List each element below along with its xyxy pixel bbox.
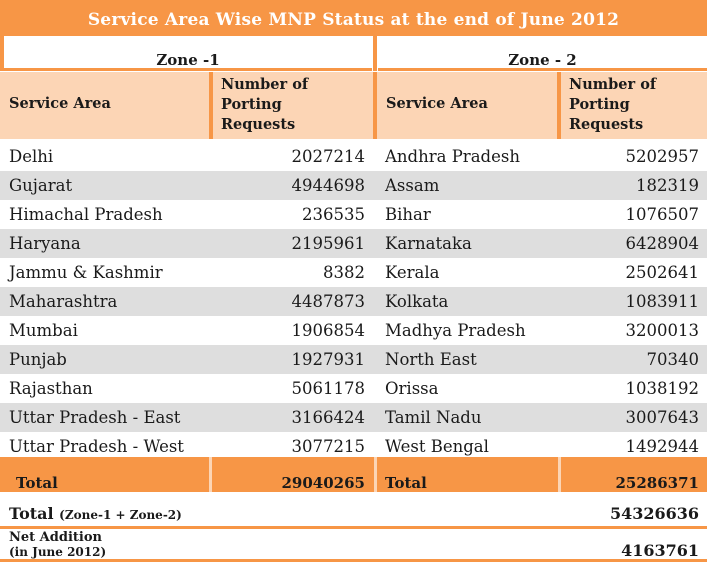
col-header-porting-z2: Number of Porting Requests <box>569 76 657 133</box>
zone2-service-area: Bihar <box>385 205 431 224</box>
zone2-total-label: Total <box>385 474 427 492</box>
zone2-service-area: Madhya Pradesh <box>385 321 526 340</box>
zone2-service-area: Karnataka <box>385 234 472 253</box>
zone1-porting-requests: 4487873 <box>291 292 366 311</box>
zone2-service-area: Assam <box>385 176 440 195</box>
grand-total-value: 54326636 <box>609 504 699 523</box>
left-border <box>0 36 4 71</box>
zone-divider <box>373 36 377 71</box>
zone2-porting-requests: 70340 <box>646 350 700 369</box>
table-row: Gujarat 4944698 Assam 182319 <box>0 171 707 200</box>
zone1-service-area: Uttar Pradesh - East <box>9 408 181 427</box>
zone1-total-value: 29040265 <box>281 474 366 492</box>
table-row: Delhi 2027214 Andhra Pradesh 5202957 <box>0 142 707 171</box>
zone1-header: Zone -1 <box>4 36 372 71</box>
table-row: Rajasthan 5061178 Orissa 1038192 <box>0 374 707 403</box>
zone1-porting-requests: 1906854 <box>291 321 366 340</box>
total-divider <box>374 457 377 492</box>
zone1-total-label: Total <box>16 474 58 492</box>
zone-header-row: Zone -1 Zone - 2 <box>0 36 707 71</box>
zone2-service-area: North East <box>385 350 477 369</box>
table-row: Himachal Pradesh 236535 Bihar 1076507 <box>0 200 707 229</box>
zone2-service-area: Kolkata <box>385 292 449 311</box>
col-header-service-area-z2: Service Area <box>386 95 488 112</box>
zone2-porting-requests: 3007643 <box>625 408 700 427</box>
zone1-service-area: Mumbai <box>9 321 78 340</box>
table-title: Service Area Wise MNP Status at the end … <box>0 0 707 36</box>
zone2-porting-requests: 182319 <box>636 176 699 195</box>
zone2-porting-requests: 6428904 <box>625 234 700 253</box>
zone2-service-area: Andhra Pradesh <box>385 147 520 166</box>
net-addition-value: 4163761 <box>621 541 699 560</box>
grand-total-rule <box>0 526 707 529</box>
total-divider <box>558 457 561 492</box>
zone1-porting-requests: 8382 <box>323 263 365 282</box>
zone2-porting-requests: 3200013 <box>625 321 700 340</box>
zone2-total-value: 25286371 <box>615 474 700 492</box>
zone2-service-area: West Bengal <box>385 437 489 456</box>
table-row: Uttar Pradesh - West 3077215 West Bengal… <box>0 432 707 461</box>
table-row: Mumbai 1906854 Madhya Pradesh 3200013 <box>0 316 707 345</box>
table-row: Jammu & Kashmir 8382 Kerala 2502641 <box>0 258 707 287</box>
zone1-porting-requests: 5061178 <box>291 379 366 398</box>
zone2-porting-requests: 1038192 <box>625 379 700 398</box>
zone1-service-area: Uttar Pradesh - West <box>9 437 184 456</box>
net-addition-label: Net Addition (in June 2012) <box>9 530 107 559</box>
zone2-porting-requests: 2502641 <box>625 263 700 282</box>
table-row: Maharashtra 4487873 Kolkata 1083911 <box>0 287 707 316</box>
zone1-porting-requests: 3166424 <box>291 408 366 427</box>
zone1-service-area: Jammu & Kashmir <box>9 263 163 282</box>
grand-total-sublabel: (Zone-1 + Zone-2) <box>59 508 182 522</box>
zone1-service-area: Delhi <box>9 147 54 166</box>
zone1-porting-requests: 3077215 <box>291 437 366 456</box>
col-header-porting-z1: Number of Porting Requests <box>221 76 309 133</box>
zone1-porting-requests: 236535 <box>302 205 365 224</box>
zone1-service-area: Haryana <box>9 234 81 253</box>
zone1-porting-requests: 1927931 <box>291 350 366 369</box>
table-row: Haryana 2195961 Karnataka 6428904 <box>0 229 707 258</box>
col-header-service-area-z1: Service Area <box>9 95 111 112</box>
zone2-header: Zone - 2 <box>378 36 707 71</box>
zone1-service-area: Maharashtra <box>9 292 118 311</box>
total-divider <box>209 457 212 492</box>
zone2-service-area: Orissa <box>385 379 439 398</box>
column-header-row: Service Area Number of Porting Requests … <box>0 72 707 139</box>
zone1-service-area: Himachal Pradesh <box>9 205 163 224</box>
header-divider <box>557 72 561 139</box>
zone1-porting-requests: 4944698 <box>291 176 366 195</box>
zone1-service-area: Rajasthan <box>9 379 93 398</box>
header-divider <box>373 72 377 139</box>
zone1-porting-requests: 2195961 <box>291 234 366 253</box>
zone2-porting-requests: 1492944 <box>625 437 700 456</box>
zone2-porting-requests: 1076507 <box>625 205 700 224</box>
zone1-service-area: Gujarat <box>9 176 73 195</box>
header-divider <box>209 72 213 139</box>
zone2-service-area: Tamil Nadu <box>385 408 482 427</box>
zone1-porting-requests: 2027214 <box>291 147 366 166</box>
net-addition-rule <box>0 559 707 562</box>
grand-total-row: Total (Zone-1 + Zone-2) 54326636 <box>0 497 707 526</box>
zone2-porting-requests: 1083911 <box>625 292 700 311</box>
table-row: Uttar Pradesh - East 3166424 Tamil Nadu … <box>0 403 707 432</box>
zone2-porting-requests: 5202957 <box>625 147 700 166</box>
table-row: Punjab 1927931 North East 70340 <box>0 345 707 374</box>
grand-total-label: Total (Zone-1 + Zone-2) <box>9 504 182 523</box>
zone1-service-area: Punjab <box>9 350 67 369</box>
zone-totals-row: Total 29040265 Total 25286371 <box>0 457 707 492</box>
zone2-service-area: Kerala <box>385 263 440 282</box>
